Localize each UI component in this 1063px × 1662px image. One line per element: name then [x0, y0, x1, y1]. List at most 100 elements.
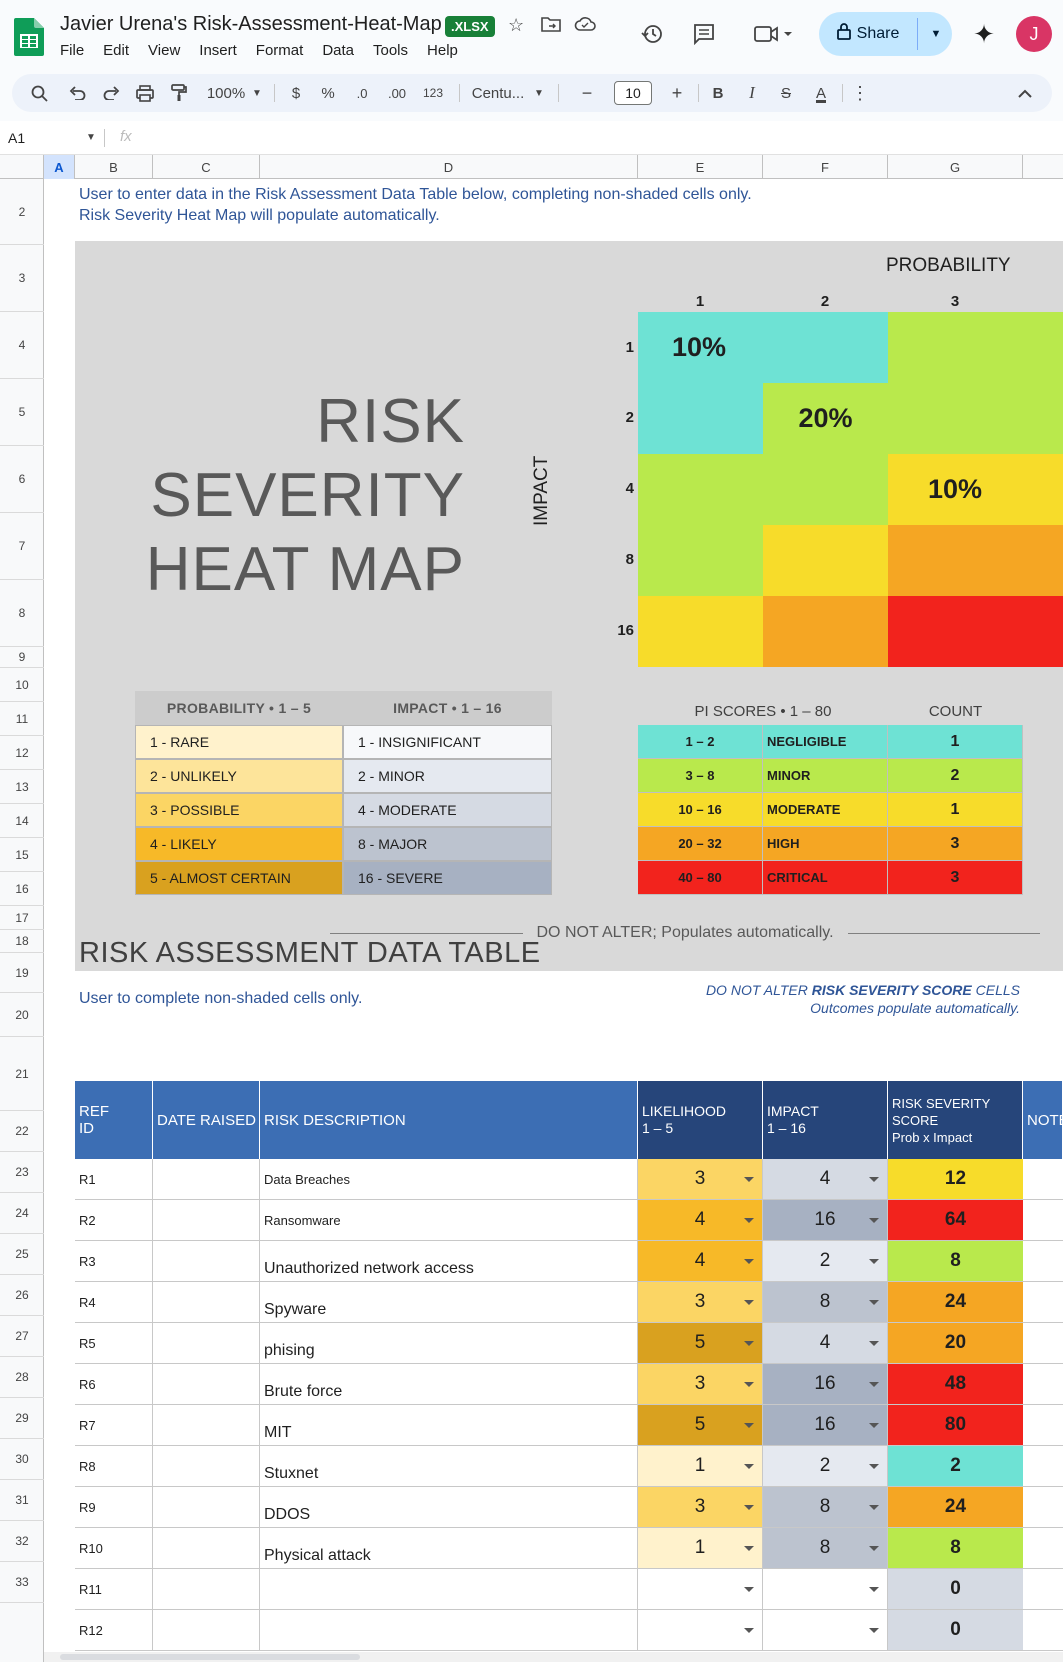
risk-description-cell[interactable]: Brute force — [260, 1364, 638, 1405]
row-header[interactable]: 23 — [0, 1152, 44, 1193]
select-all-corner[interactable] — [0, 155, 44, 179]
header-likelihood[interactable]: LIKELIHOOD 1 – 5 — [638, 1081, 763, 1159]
redo-icon[interactable] — [98, 74, 124, 112]
header-impact[interactable]: IMPACT 1 – 16 — [763, 1081, 888, 1159]
risk-description-cell[interactable]: MIT — [260, 1405, 638, 1446]
notes-cell[interactable] — [1023, 1610, 1063, 1651]
notes-cell[interactable] — [1023, 1405, 1063, 1446]
strikethrough-button[interactable]: S — [780, 84, 791, 102]
impact-select[interactable]: 4 — [763, 1159, 888, 1200]
row-header[interactable]: 20 — [0, 993, 44, 1037]
dropdown-arrow-icon[interactable] — [869, 1505, 879, 1510]
row-header[interactable]: 2 — [0, 179, 44, 245]
impact-select[interactable]: 8 — [763, 1282, 888, 1323]
date-raised-cell[interactable] — [153, 1610, 260, 1651]
impact-select[interactable]: 4 — [763, 1323, 888, 1364]
row-header[interactable]: 18 — [0, 930, 44, 953]
column-header-h[interactable] — [1023, 155, 1063, 179]
likelihood-select[interactable]: 3 — [638, 1282, 763, 1323]
text-color-button[interactable]: A — [815, 84, 826, 102]
percent-format-button[interactable]: % — [321, 84, 335, 102]
dropdown-arrow-icon[interactable] — [744, 1628, 754, 1633]
italic-button[interactable]: I — [749, 83, 755, 102]
zoom-select[interactable]: 100% — [206, 84, 246, 102]
notes-cell[interactable] — [1023, 1487, 1063, 1528]
row-header[interactable]: 5 — [0, 379, 44, 446]
risk-description-cell[interactable] — [260, 1610, 638, 1651]
ref-id-cell[interactable]: R11 — [75, 1569, 153, 1610]
likelihood-select[interactable] — [638, 1569, 763, 1610]
decrease-decimal-button[interactable]: .0 — [356, 85, 368, 101]
dropdown-arrow-icon[interactable] — [869, 1218, 879, 1223]
dropdown-arrow-icon[interactable] — [869, 1423, 879, 1428]
row-header[interactable]: 11 — [0, 702, 44, 736]
row-header[interactable]: 6 — [0, 446, 44, 513]
meet-icon[interactable] — [748, 14, 798, 54]
increase-decimal-button[interactable]: .00 — [387, 85, 407, 101]
font-size-input[interactable]: 10 — [614, 81, 652, 105]
row-header[interactable]: 3 — [0, 245, 44, 312]
risk-description-cell[interactable]: phising — [260, 1323, 638, 1364]
date-raised-cell[interactable] — [153, 1159, 260, 1200]
dropdown-arrow-icon[interactable] — [744, 1300, 754, 1305]
ref-id-cell[interactable]: R12 — [75, 1610, 153, 1651]
dropdown-arrow-icon[interactable] — [744, 1341, 754, 1346]
header-notes[interactable]: NOTES — [1023, 1081, 1063, 1159]
dropdown-arrow-icon[interactable] — [744, 1423, 754, 1428]
likelihood-select[interactable]: 5 — [638, 1405, 763, 1446]
date-raised-cell[interactable] — [153, 1569, 260, 1610]
risk-description-cell[interactable]: Unauthorized network access — [260, 1241, 638, 1282]
more-options-icon[interactable]: ⋮ — [851, 82, 869, 103]
risk-description-cell[interactable]: Stuxnet — [260, 1446, 638, 1487]
ref-id-cell[interactable]: R9 — [75, 1487, 153, 1528]
notes-cell[interactable] — [1023, 1282, 1063, 1323]
ref-id-cell[interactable]: R1 — [75, 1159, 153, 1200]
currency-format-button[interactable]: $ — [291, 84, 301, 102]
risk-description-cell[interactable]: Ransomware — [260, 1200, 638, 1241]
row-header[interactable]: 7 — [0, 513, 44, 580]
ref-id-cell[interactable]: R6 — [75, 1364, 153, 1405]
header-risk-description[interactable]: RISK DESCRIPTION — [260, 1081, 638, 1159]
document-title[interactable]: Javier Urena's Risk-Assessment-Heat-Map — [60, 13, 442, 35]
font-size-decrease-button[interactable]: − — [581, 82, 593, 103]
font-dropdown-icon[interactable]: ▼ — [534, 87, 544, 99]
name-box[interactable]: A1 — [8, 130, 26, 146]
dropdown-arrow-icon[interactable] — [869, 1382, 879, 1387]
column-header-g[interactable]: G — [888, 155, 1023, 179]
column-header-e[interactable]: E — [638, 155, 763, 179]
dropdown-arrow-icon[interactable] — [744, 1587, 754, 1592]
row-header[interactable]: 8 — [0, 580, 44, 647]
likelihood-select[interactable]: 4 — [638, 1241, 763, 1282]
dropdown-arrow-icon[interactable] — [869, 1177, 879, 1182]
dropdown-arrow-icon[interactable] — [744, 1464, 754, 1469]
notes-cell[interactable] — [1023, 1323, 1063, 1364]
menu-tools[interactable]: Tools — [373, 42, 409, 59]
row-header[interactable]: 9 — [0, 647, 44, 668]
impact-select[interactable]: 2 — [763, 1241, 888, 1282]
undo-icon[interactable] — [64, 74, 90, 112]
row-header[interactable]: 22 — [0, 1111, 44, 1152]
dropdown-arrow-icon[interactable] — [869, 1259, 879, 1264]
ref-id-cell[interactable]: R10 — [75, 1528, 153, 1569]
paint-format-icon[interactable] — [166, 74, 192, 112]
likelihood-select[interactable]: 4 — [638, 1200, 763, 1241]
impact-select[interactable]: 16 — [763, 1405, 888, 1446]
star-icon[interactable]: ☆ — [508, 15, 525, 35]
row-header[interactable]: 4 — [0, 312, 44, 379]
number-format-button[interactable]: 123 — [422, 86, 444, 100]
spreadsheet-grid[interactable]: A B C D E F G 2 3 4 5 6 7 8 9 10 11 12 13 14 15 16 17 18… — [0, 155, 1063, 1662]
date-raised-cell[interactable] — [153, 1405, 260, 1446]
date-raised-cell[interactable] — [153, 1487, 260, 1528]
notes-cell[interactable] — [1023, 1446, 1063, 1487]
risk-description-cell[interactable]: Physical attack — [260, 1528, 638, 1569]
column-header-f[interactable]: F — [763, 155, 888, 179]
date-raised-cell[interactable] — [153, 1364, 260, 1405]
cloud-status-icon[interactable] — [574, 15, 596, 37]
row-header[interactable]: 25 — [0, 1234, 44, 1275]
notes-cell[interactable] — [1023, 1569, 1063, 1610]
print-icon[interactable] — [132, 74, 158, 112]
ref-id-cell[interactable]: R3 — [75, 1241, 153, 1282]
dropdown-arrow-icon[interactable] — [869, 1464, 879, 1469]
dropdown-arrow-icon[interactable] — [744, 1259, 754, 1264]
row-header[interactable]: 16 — [0, 872, 44, 906]
